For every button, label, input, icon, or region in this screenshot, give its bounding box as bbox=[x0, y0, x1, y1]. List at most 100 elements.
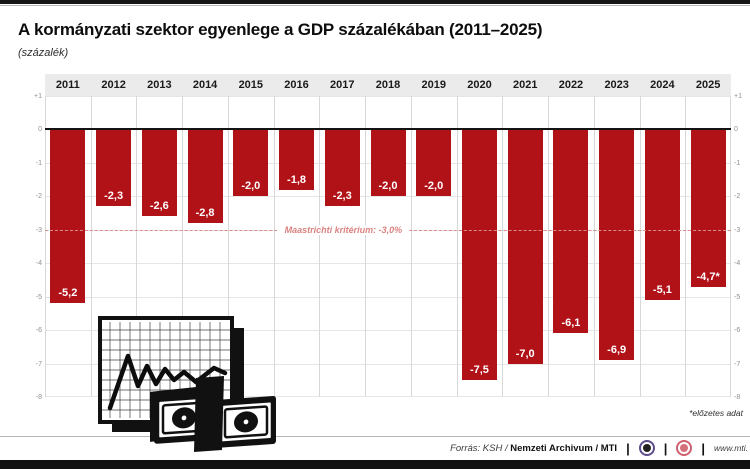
gridline-h bbox=[45, 363, 731, 365]
gridline-v bbox=[457, 96, 458, 397]
page-title: A kormányzati szektor egyenlege a GDP sz… bbox=[18, 20, 543, 39]
gridline-v bbox=[136, 96, 137, 397]
gridline-v bbox=[45, 96, 46, 397]
bar-value-label: -4,7* bbox=[696, 270, 720, 283]
bar-value-label: -1,8 bbox=[287, 173, 307, 186]
website-link: www.mti. bbox=[714, 443, 748, 453]
year-label: 2022 bbox=[558, 79, 584, 91]
gridline-h bbox=[45, 396, 731, 397]
year-label: 2023 bbox=[604, 79, 629, 91]
y-axis-tick-left: -2 bbox=[35, 193, 42, 201]
gridline-h bbox=[45, 296, 731, 298]
band bbox=[194, 376, 224, 452]
year-label: 2019 bbox=[421, 79, 446, 91]
bar-2016: -1,8 bbox=[279, 129, 315, 190]
gridline-v bbox=[548, 96, 549, 397]
gridline-v bbox=[182, 96, 183, 397]
bar-value-label: -7,0 bbox=[515, 347, 535, 360]
bar-2015: -2,0 bbox=[233, 129, 269, 197]
bar-value-label: -6,1 bbox=[561, 317, 581, 330]
year-label: 2014 bbox=[192, 79, 218, 91]
trend-line bbox=[107, 353, 228, 411]
bar-value-label: -2,3 bbox=[104, 190, 124, 203]
gridline-h bbox=[45, 196, 731, 198]
bottom-chrome-bar bbox=[0, 460, 750, 469]
preliminary-data-note: *előzetes adat bbox=[689, 408, 743, 418]
bar-value-label: -2,3 bbox=[332, 190, 352, 203]
y-axis-tick-right: -8 bbox=[734, 394, 741, 401]
year-label: 2015 bbox=[238, 79, 264, 91]
y-axis-tick-right: -6 bbox=[734, 327, 741, 335]
year-label: 2016 bbox=[284, 79, 309, 91]
bar-value-label: -6,9 bbox=[607, 344, 627, 357]
source-bold: Nemzeti Archivum bbox=[510, 442, 593, 454]
y-axis-tick-left: 0 bbox=[38, 126, 42, 134]
bar-value-label: -5,2 bbox=[58, 287, 78, 300]
footer-separator: | bbox=[663, 440, 668, 456]
mtva-logo-core bbox=[642, 444, 651, 452]
source-credit: Forrás: KSH / Nemzeti Archivum / MTI bbox=[450, 443, 617, 454]
bar-2025: -4,7* bbox=[690, 129, 726, 287]
year-label: 2021 bbox=[512, 79, 538, 91]
bar-2012: -2,3 bbox=[96, 129, 132, 207]
year-label: 2018 bbox=[375, 79, 401, 91]
gridline-v bbox=[685, 96, 686, 397]
bar-2020: -7,5 bbox=[461, 129, 497, 381]
y-axis-tick-left: -5 bbox=[35, 293, 42, 301]
y-axis-tick-left: -3 bbox=[35, 226, 42, 234]
gridline-v bbox=[274, 96, 275, 397]
gridline-v bbox=[228, 96, 229, 397]
bar-2013: -2,6 bbox=[141, 129, 177, 217]
mti-logo-icon bbox=[676, 440, 693, 456]
footer-divider bbox=[0, 436, 750, 437]
gridline-h bbox=[45, 96, 731, 97]
bar-2022: -6,1 bbox=[553, 129, 589, 334]
bar-2017: -2,3 bbox=[324, 129, 360, 207]
y-axis-tick-right: +1 bbox=[734, 93, 742, 100]
y-axis-tick-left: -7 bbox=[35, 360, 42, 368]
gridline-v bbox=[365, 96, 366, 397]
y-axis-tick-right: 0 bbox=[734, 126, 738, 134]
year-label: 2020 bbox=[467, 79, 492, 91]
bar-value-label: -7,5 bbox=[469, 364, 489, 377]
year-label: 2013 bbox=[147, 79, 172, 91]
bar-2011: -5,2 bbox=[50, 129, 86, 304]
year-label: 2012 bbox=[101, 79, 126, 91]
year-label: 2011 bbox=[55, 79, 80, 91]
bar-value-label: -2,0 bbox=[241, 180, 261, 193]
bar-2018: -2,0 bbox=[370, 129, 406, 197]
gridline-h bbox=[45, 263, 731, 265]
gridline-v bbox=[730, 96, 731, 397]
y-axis-tick-left: -1 bbox=[35, 159, 42, 167]
year-label: 2024 bbox=[650, 79, 675, 91]
y-axis-tick-left: -8 bbox=[35, 394, 42, 401]
bar-value-label: -2,0 bbox=[378, 180, 398, 193]
page-subtitle: (százalék) bbox=[18, 47, 69, 59]
mtva-logo-icon bbox=[638, 440, 655, 456]
bar-2024: -5,1 bbox=[644, 129, 680, 300]
bar-2019: -2,0 bbox=[416, 129, 452, 197]
gridline-h bbox=[45, 330, 731, 332]
source-suffix: / MTI bbox=[595, 442, 618, 454]
bar-value-label: -5,1 bbox=[652, 284, 672, 296]
bar-value-label: -2,8 bbox=[195, 207, 215, 220]
source-prefix: Forrás: KSH / bbox=[450, 442, 508, 454]
gridline-v bbox=[319, 96, 320, 397]
y-axis-tick-right: -1 bbox=[734, 159, 741, 167]
y-axis-tick-left: -4 bbox=[35, 260, 42, 268]
chart-and-money-illustration bbox=[98, 316, 276, 452]
footer-separator: | bbox=[701, 440, 705, 456]
gridline-v bbox=[502, 96, 503, 397]
year-label: 2025 bbox=[695, 79, 721, 91]
gridline-v bbox=[411, 96, 412, 397]
zero-axis-line bbox=[45, 128, 731, 131]
y-axis-tick-left: -6 bbox=[35, 327, 42, 335]
y-axis-tick-right: -7 bbox=[734, 360, 741, 368]
gridline-v bbox=[640, 96, 641, 397]
gridline-v bbox=[594, 96, 595, 397]
top-divider bbox=[0, 5, 750, 6]
y-axis-tick-right: -3 bbox=[734, 226, 741, 234]
y-axis-tick-right: -4 bbox=[734, 260, 741, 268]
bar-2023: -6,9 bbox=[599, 129, 635, 361]
